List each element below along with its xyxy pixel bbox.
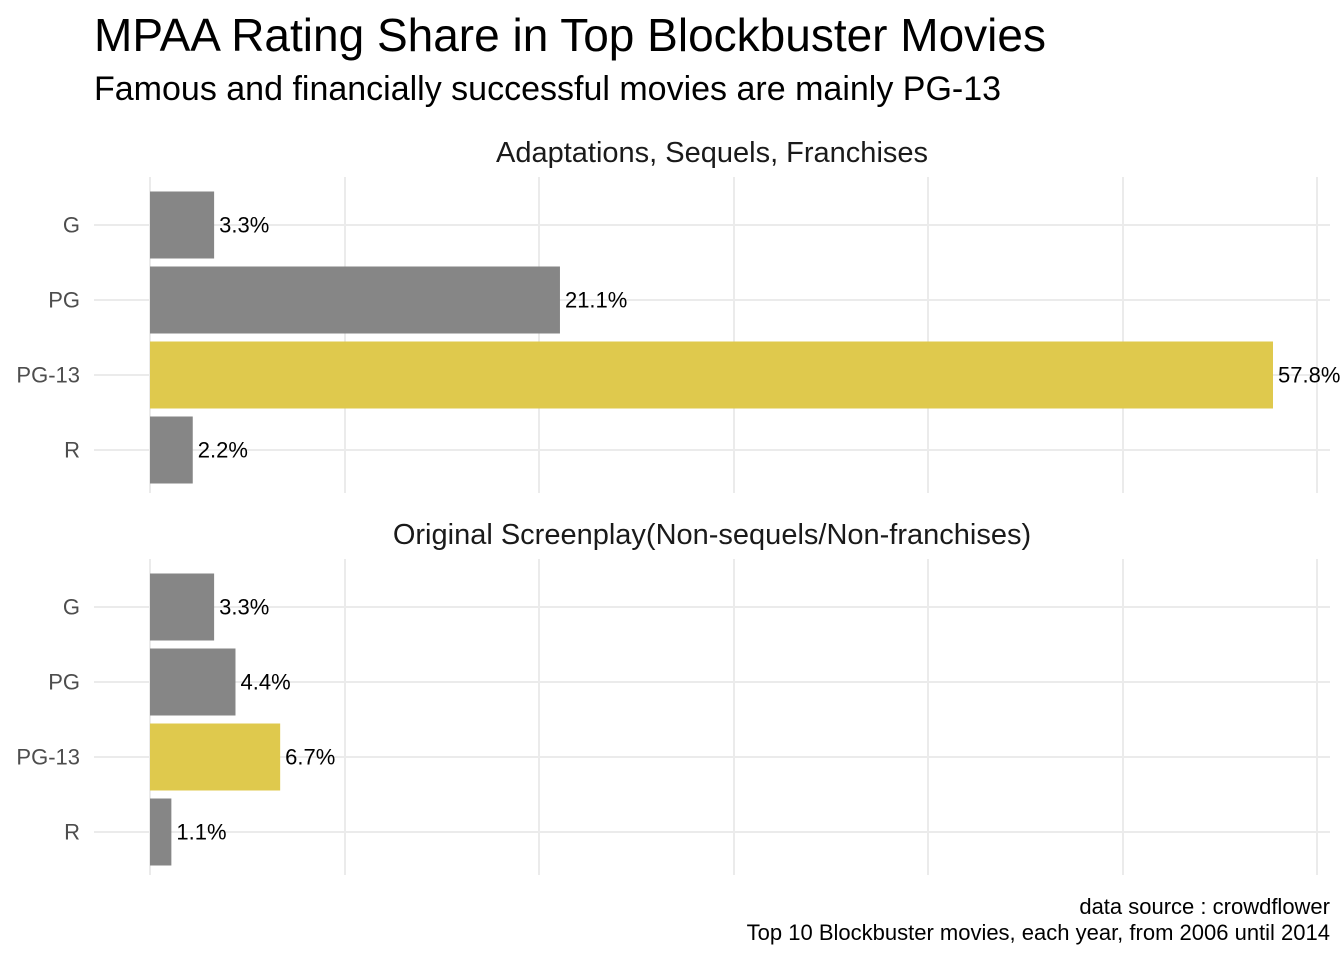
caption-note: Top 10 Blockbuster movies, each year, fr… bbox=[746, 920, 1330, 945]
y-tick-label: R bbox=[64, 820, 80, 845]
y-tick-label: PG-13 bbox=[16, 745, 80, 770]
data-label: 3.3% bbox=[219, 595, 269, 620]
panel-title: Original Screenplay(Non-sequels/Non-fran… bbox=[393, 519, 1031, 551]
data-label: 3.3% bbox=[219, 213, 269, 238]
chart-subtitle: Famous and financially successful movies… bbox=[94, 70, 1002, 108]
caption-source: data source : crowdflower bbox=[1079, 894, 1330, 919]
bar bbox=[150, 573, 215, 641]
bar bbox=[150, 416, 193, 484]
data-label: 6.7% bbox=[285, 745, 335, 770]
y-tick-label: PG bbox=[48, 288, 80, 313]
bar bbox=[150, 341, 1273, 409]
data-label: 1.1% bbox=[176, 820, 226, 845]
caption: data source : crowdflower Top 10 Blockbu… bbox=[747, 894, 1330, 946]
y-tick-label: PG-13 bbox=[16, 363, 80, 388]
y-tick-label: PG bbox=[48, 670, 80, 695]
data-label: 57.8% bbox=[1278, 363, 1340, 388]
bar bbox=[150, 266, 560, 334]
chart-title: MPAA Rating Share in Top Blockbuster Mov… bbox=[94, 9, 1046, 61]
bar bbox=[150, 723, 281, 791]
data-label: 4.4% bbox=[240, 670, 290, 695]
panel-title: Adaptations, Sequels, Franchises bbox=[496, 137, 928, 169]
bar bbox=[150, 648, 236, 716]
data-label: 21.1% bbox=[565, 288, 627, 313]
bar bbox=[150, 798, 172, 866]
y-tick-label: G bbox=[63, 213, 80, 238]
y-tick-label: G bbox=[63, 595, 80, 620]
y-tick-label: R bbox=[64, 438, 80, 463]
bar bbox=[150, 191, 215, 259]
data-label: 2.2% bbox=[198, 438, 248, 463]
